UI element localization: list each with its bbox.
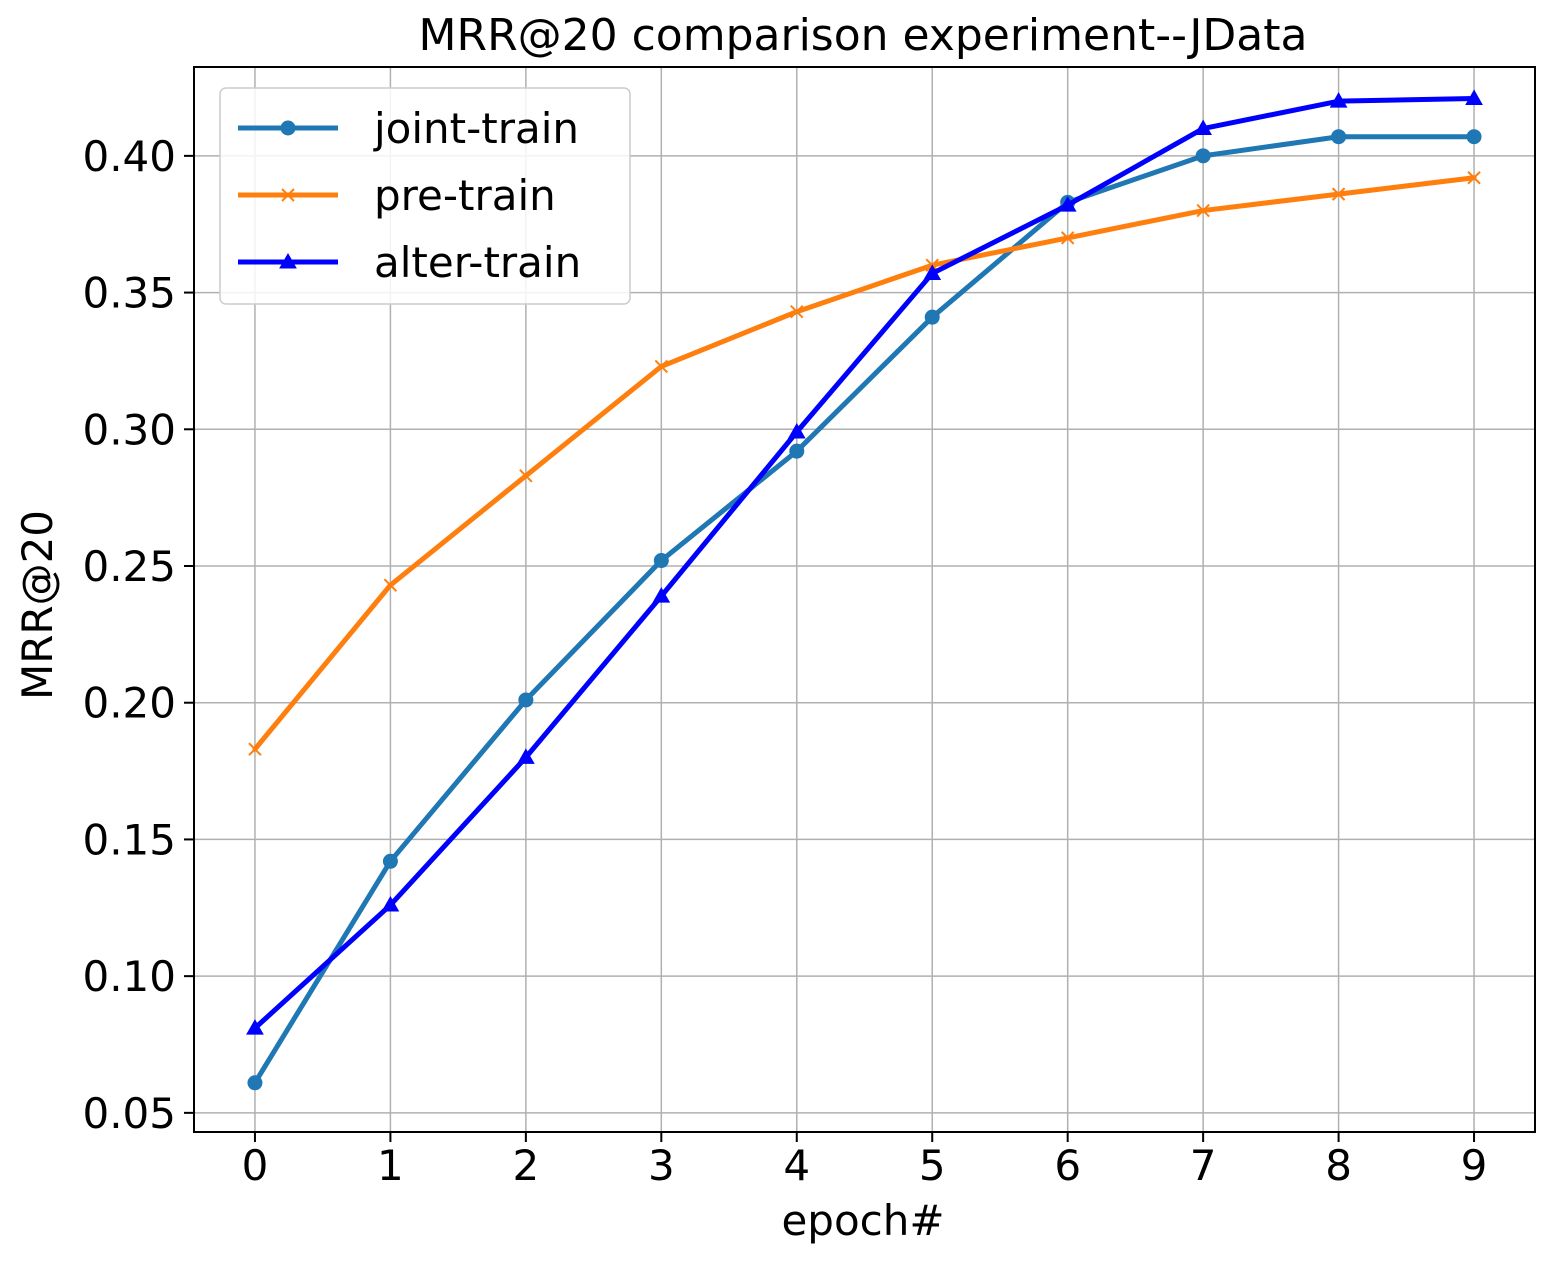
data-point-joint-train [1331, 129, 1347, 145]
series-line-alter-train [252, 95, 1477, 1031]
legend-marker-circle [280, 120, 296, 136]
legend: joint-train pre-train alter-train [219, 87, 631, 305]
data-point-joint-train [518, 692, 534, 708]
y-tick-label: 0.25 [82, 542, 176, 591]
series-pre-train [248, 171, 1481, 756]
legend-item: alter-train [238, 238, 581, 287]
x-tick-label: 4 [783, 1141, 810, 1190]
data-point-alter-train [381, 896, 400, 912]
x-tick-label: 8 [1325, 1141, 1352, 1190]
data-point-joint-train [924, 309, 940, 325]
y-tick-label: 0.40 [82, 132, 176, 181]
data-point-alter-train [787, 423, 806, 439]
ticks: 0 1 2 3 4 5 6 7 8 9 0.05 0.10 0.15 0.20 0.25 0.30 0.35 0.… [82, 132, 1487, 1190]
y-tick-label: 0.10 [82, 952, 176, 1001]
data-point-pre-train [248, 742, 262, 756]
legend-marker-triangle [279, 252, 297, 269]
x-tick-label: 0 [242, 1141, 269, 1190]
chart-title: MRR@20 comparison experiment--JData [419, 10, 1308, 61]
series-alter-train [246, 89, 1483, 1035]
data-point-joint-train [653, 553, 669, 569]
data-point-pre-train [1060, 231, 1075, 245]
plot-frame [193, 66, 1536, 1133]
data-point-joint-train [247, 1075, 263, 1091]
data-point-joint-train [1466, 129, 1482, 145]
legend-item: pre-train [238, 171, 556, 220]
data-point-pre-train [1196, 203, 1210, 218]
data-point-joint-train [1195, 148, 1211, 164]
x-tick-label: 3 [648, 1141, 675, 1190]
data-point-alter-train [1058, 196, 1077, 212]
data-point-pre-train [383, 578, 398, 592]
x-tick-label: 7 [1190, 1141, 1217, 1190]
x-tick-label: 9 [1461, 1141, 1488, 1190]
data-point-pre-train [790, 305, 804, 319]
data-point-pre-train [1331, 187, 1346, 201]
legend-label: joint-train [373, 104, 579, 153]
y-tick-label: 0.35 [82, 269, 176, 318]
data-point-joint-train [789, 443, 805, 459]
data-point-pre-train [1467, 171, 1481, 185]
series-line-pre-train [252, 175, 1477, 752]
x-tick-label: 6 [1054, 1141, 1081, 1190]
legend-box [219, 87, 631, 305]
data-point-joint-train [382, 853, 398, 869]
y-tick-label: 0.15 [82, 815, 176, 864]
y-tick-label: 0.20 [82, 679, 176, 728]
legend-label: pre-train [374, 171, 556, 220]
legend-label: alter-train [374, 238, 581, 287]
data-point-pre-train [654, 359, 669, 374]
y-axis-label: MRR@20 [13, 510, 62, 700]
data-point-alter-train [1465, 89, 1483, 105]
data-point-alter-train [246, 1019, 264, 1035]
data-point-alter-train [923, 264, 942, 280]
series-line-joint-train [252, 134, 1477, 1086]
data-point-alter-train [1194, 119, 1212, 136]
data-point-alter-train [517, 748, 535, 764]
series-layer [246, 89, 1483, 1091]
series-joint-train [247, 129, 1482, 1091]
y-tick-label: 0.30 [82, 405, 176, 454]
y-tick-label: 0.05 [82, 1089, 176, 1138]
data-point-alter-train [652, 587, 671, 603]
legend-marker-x [281, 188, 295, 202]
x-tick-label: 2 [512, 1141, 539, 1190]
legend-item: joint-train [238, 104, 579, 153]
x-tick-label: 5 [919, 1141, 946, 1190]
data-point-pre-train [519, 469, 533, 483]
x-axis-label: epoch# [781, 1196, 944, 1245]
data-point-alter-train [1329, 92, 1348, 108]
x-tick-label: 1 [377, 1141, 404, 1190]
